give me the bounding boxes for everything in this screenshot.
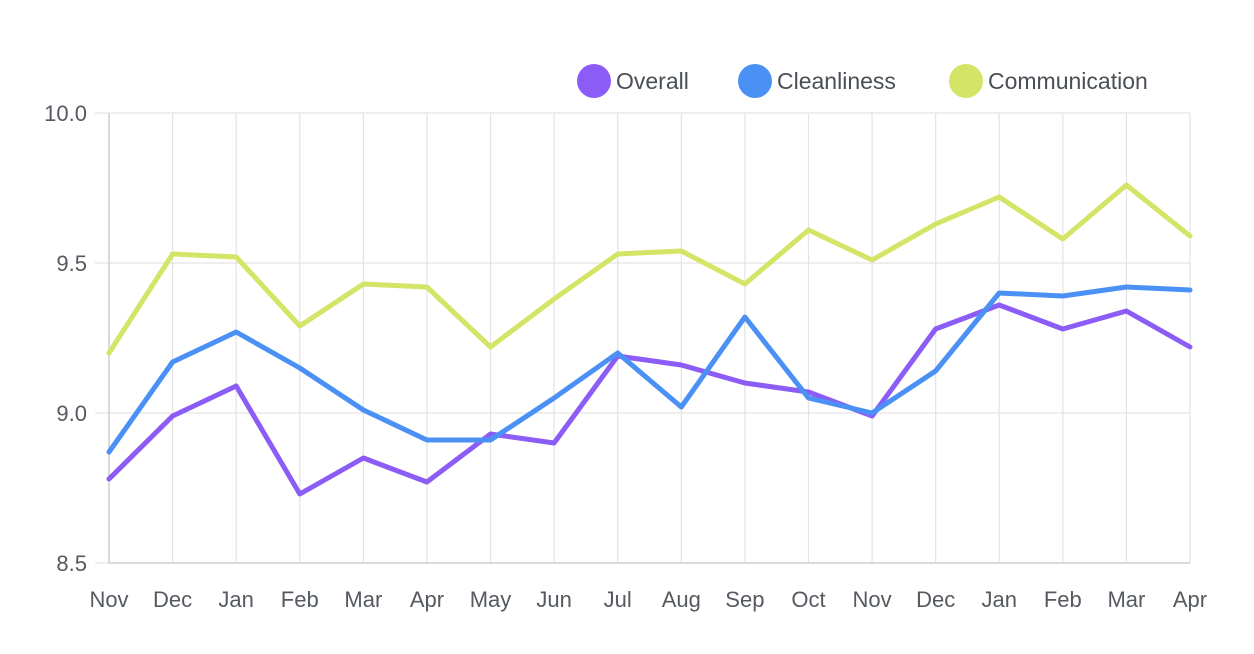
x-tick-label: Nov: [852, 587, 891, 612]
y-tick-label: 10.0: [44, 101, 87, 126]
legend-label: Overall: [616, 68, 689, 94]
x-tick-label: May: [470, 587, 512, 612]
y-tick-label: 8.5: [56, 551, 87, 576]
series-line-communication: [106, 182, 1193, 356]
series-lines: [106, 182, 1193, 497]
x-tick-label: Dec: [916, 587, 955, 612]
legend-item-overall[interactable]: Overall: [577, 64, 689, 98]
x-tick-label: Nov: [89, 587, 128, 612]
x-tick-label: Sep: [725, 587, 764, 612]
grid: [95, 112, 1191, 564]
legend-item-cleanliness[interactable]: Cleanliness: [738, 64, 896, 98]
y-tick-label: 9.0: [56, 401, 87, 426]
x-tick-label: Mar: [1107, 587, 1145, 612]
x-tick-label: Apr: [410, 587, 444, 612]
x-tick-label: Feb: [281, 587, 319, 612]
legend: Overall Cleanliness Communication: [577, 64, 1148, 98]
x-tick-label: Mar: [344, 587, 382, 612]
legend-label: Communication: [988, 68, 1148, 94]
x-tick-label: Jul: [604, 587, 632, 612]
y-tick-label: 9.5: [56, 251, 87, 276]
x-tick-label: Jun: [536, 587, 571, 612]
x-tick-label: Jan: [218, 587, 253, 612]
x-tick-label: Oct: [791, 587, 825, 612]
x-tick-label: Jan: [981, 587, 1016, 612]
series-line-cleanliness: [106, 284, 1193, 455]
legend-label: Cleanliness: [777, 68, 896, 94]
legend-swatch: [577, 64, 611, 98]
legend-swatch: [949, 64, 983, 98]
x-tick-label: Apr: [1173, 587, 1207, 612]
x-tick-label: Feb: [1044, 587, 1082, 612]
x-tick-label: Aug: [662, 587, 701, 612]
axes: 8.5 9.0 9.5 10.0 Nov Dec Jan Feb Mar Apr May Jun Jul…: [44, 101, 1207, 612]
series-line-overall: [106, 302, 1193, 497]
x-tick-label: Dec: [153, 587, 192, 612]
legend-item-communication[interactable]: Communication: [949, 64, 1148, 98]
legend-swatch: [738, 64, 772, 98]
